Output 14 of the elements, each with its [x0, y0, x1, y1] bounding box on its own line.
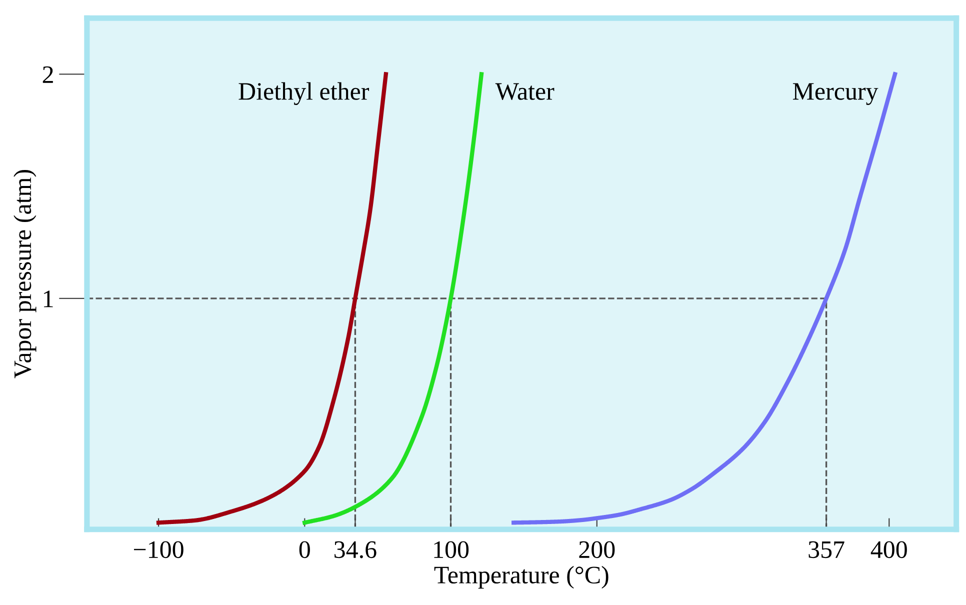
x-axis-title: Temperature (°C) — [434, 566, 608, 589]
x-tick-label: 200 — [579, 541, 615, 558]
series-label: Water — [495, 83, 554, 100]
y-tick-label: 1 — [44, 290, 53, 308]
series-label: Mercury — [792, 83, 878, 105]
x-tick-label: 0 — [299, 541, 310, 558]
x-tick-label: 34.6 — [334, 541, 376, 558]
y-tick-label: 2 — [42, 66, 53, 83]
x-tick-label: −100 — [134, 541, 184, 558]
x-tick-label: 100 — [434, 541, 469, 558]
y-axis-title: Vapor pressure (atm) — [14, 170, 36, 378]
x-tick-label: 400 — [870, 541, 907, 558]
series-label: Diethyl ether — [238, 82, 370, 106]
x-tick-label: 357 — [808, 541, 844, 558]
